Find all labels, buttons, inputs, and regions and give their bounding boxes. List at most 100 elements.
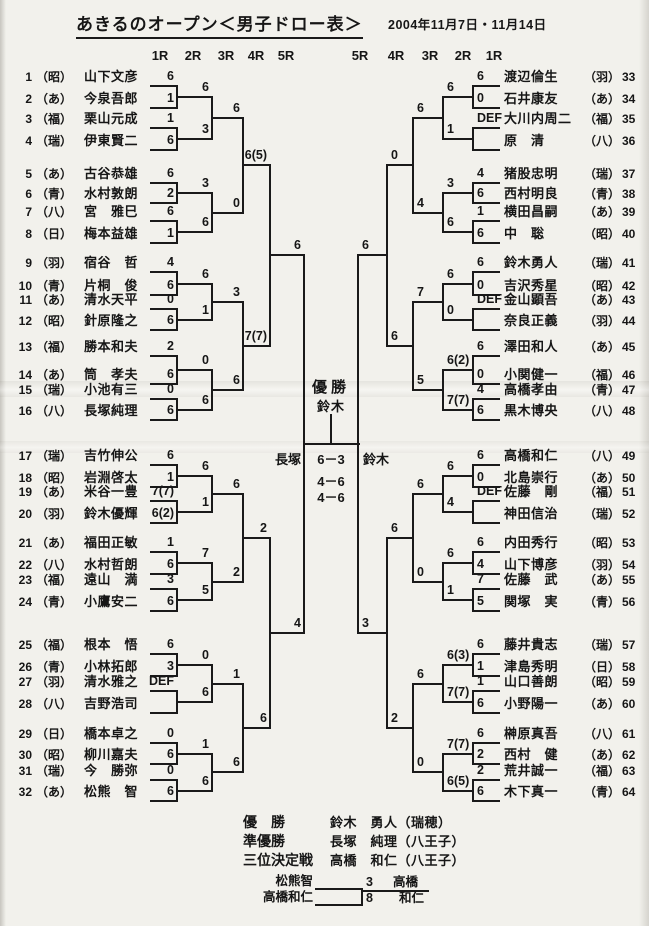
match-score: 7(7) — [447, 685, 470, 699]
player-line — [473, 610, 500, 612]
player-club: （青） — [36, 660, 73, 674]
match-score: 6 — [202, 459, 209, 473]
junction-line — [472, 127, 474, 151]
winner-line — [243, 164, 270, 166]
player-club: （青） — [584, 187, 621, 201]
player-line — [150, 383, 177, 385]
winner-line — [212, 493, 243, 495]
match-score: 0 — [167, 292, 174, 306]
player-seed: 50 — [622, 471, 636, 485]
match-score: 5 — [477, 594, 484, 608]
match-score: 2 — [260, 521, 267, 535]
player-name: 根本 悟 — [84, 637, 139, 652]
player-club: （八） — [36, 205, 73, 219]
player-club: （瑞） — [36, 134, 73, 148]
match-score: 2 — [233, 565, 240, 579]
player-line — [473, 329, 500, 331]
match-score: 6 — [362, 238, 369, 252]
match-score: 0 — [167, 763, 174, 777]
player-line — [473, 355, 500, 357]
round-header: 4R — [247, 48, 265, 63]
player-line — [150, 355, 177, 357]
player-name: 関塚 実 — [504, 594, 559, 609]
player-seed: 22 — [18, 558, 32, 572]
player-club: （あ） — [36, 485, 73, 499]
match-score: 2 — [167, 339, 174, 353]
player-line — [473, 271, 500, 273]
match-score: 5 — [417, 373, 424, 387]
player-club: （福） — [584, 112, 621, 126]
match-score: 0 — [417, 565, 424, 579]
player-seed: 15 — [18, 383, 32, 397]
match-score: 6 — [167, 637, 174, 651]
player-club: （あ） — [584, 205, 621, 219]
winner-line — [270, 254, 304, 256]
match-score: DEF — [149, 674, 174, 688]
junction-line — [472, 271, 474, 296]
player-seed: 31 — [18, 764, 32, 778]
match-score: 6 — [202, 80, 209, 94]
junction-line — [303, 254, 305, 634]
match-score: 6 — [233, 755, 240, 769]
player-name: 水村哲朗 — [84, 557, 139, 572]
player-line — [150, 551, 177, 553]
player-name: 内田秀行 — [504, 535, 559, 550]
player-seed: 52 — [622, 507, 636, 521]
match-score: DEF — [477, 292, 502, 306]
player-line — [150, 202, 177, 204]
winner-line — [177, 192, 212, 194]
player-seed: 13 — [18, 340, 32, 354]
match-score: 6 — [202, 393, 209, 407]
player-name: 勝本和夫 — [84, 339, 139, 354]
player-line — [150, 573, 177, 575]
winner-line — [443, 664, 473, 666]
match-score: 4 — [477, 557, 484, 571]
player-seed: 24 — [18, 595, 32, 609]
player-line — [150, 107, 177, 109]
winner-line — [413, 301, 443, 303]
junction-line — [472, 779, 474, 802]
match-score: 6 — [447, 459, 454, 473]
match-score: 1 — [477, 204, 484, 218]
player-line — [150, 294, 177, 296]
player-line — [473, 690, 500, 692]
player-seed: 35 — [622, 112, 636, 126]
winner-line — [177, 701, 212, 703]
match-score: 2 — [167, 186, 174, 200]
winner-line — [443, 409, 473, 411]
player-seed: 59 — [622, 675, 636, 689]
player-line — [473, 127, 500, 129]
player-seed: 18 — [18, 471, 32, 485]
player-line — [150, 653, 177, 655]
player-name: 橋本卓之 — [84, 726, 139, 741]
player-club: （瑞） — [36, 383, 73, 397]
junction-line — [472, 742, 474, 765]
player-name: 小林拓郎 — [84, 659, 139, 674]
player-line — [150, 779, 177, 781]
match-score: 6(2) — [447, 353, 470, 367]
player-line — [150, 712, 177, 714]
match-score: 6 — [233, 101, 240, 115]
winner-line — [443, 231, 473, 233]
junction-line — [412, 683, 414, 773]
match-score: 6 — [167, 133, 174, 147]
player-name: 伊東賢二 — [84, 133, 139, 148]
winner-line — [443, 599, 473, 601]
bracket-line — [361, 890, 429, 892]
player-club: （昭） — [584, 536, 621, 550]
winner-line — [443, 701, 473, 703]
player-seed: 4 — [25, 134, 32, 148]
player-name: 神田信治 — [504, 506, 559, 521]
player-name: 鈴木勇人 — [504, 255, 559, 270]
round-header: 1R — [151, 48, 169, 63]
player-seed: 12 — [18, 314, 32, 328]
winner-line — [177, 138, 212, 140]
player-seed: 46 — [622, 368, 636, 382]
junction-line — [472, 500, 474, 524]
player-seed: 62 — [622, 748, 636, 762]
player-name: 栗山元成 — [84, 111, 139, 126]
winner-line — [387, 164, 413, 166]
match-score: 6 — [417, 667, 424, 681]
junction-line — [442, 475, 444, 513]
match-score: 0 — [477, 367, 484, 381]
